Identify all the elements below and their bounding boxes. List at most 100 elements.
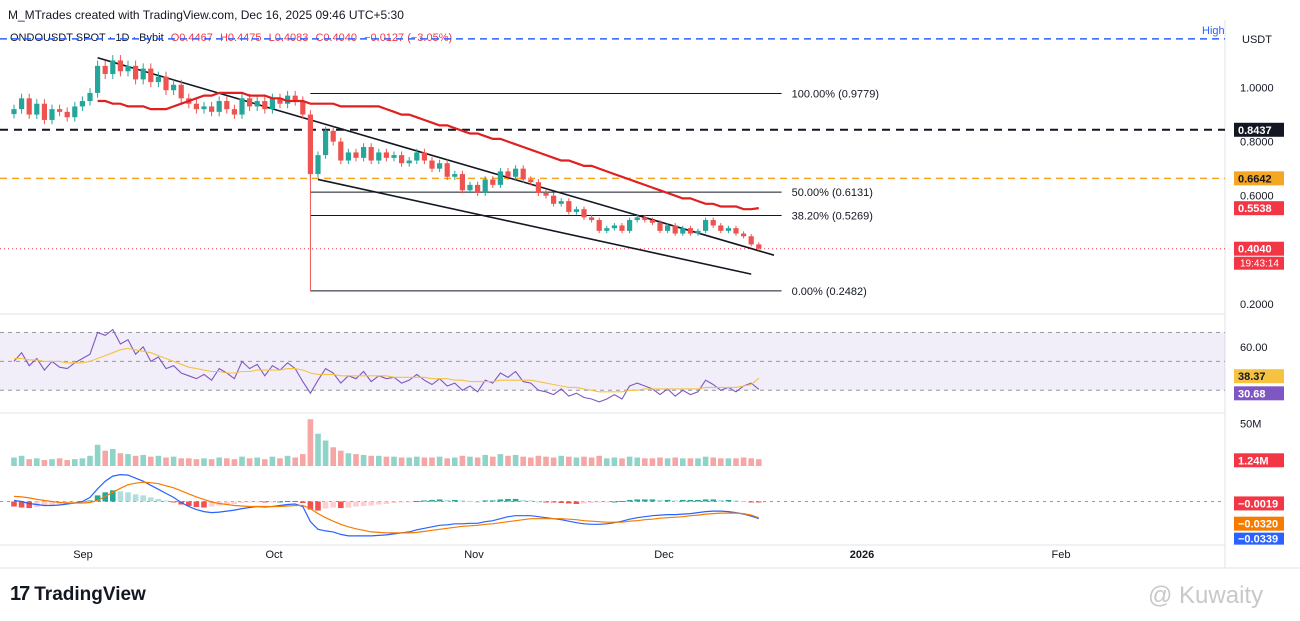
volume-bar <box>725 458 732 466</box>
fib-level-label: 100.00% (0.9779) <box>792 88 879 100</box>
macd-histogram-bar <box>497 499 504 502</box>
macd-histogram-bar <box>710 499 716 502</box>
tradingview-logo[interactable]: 17 TradingView <box>10 583 146 606</box>
candle-body <box>209 106 215 112</box>
volume-bar <box>41 460 48 466</box>
volume-bar <box>528 457 534 466</box>
volume-bar <box>300 454 306 466</box>
macd-histogram-bar <box>246 501 253 503</box>
candle-body <box>254 101 260 107</box>
candle-body <box>201 106 207 110</box>
macd-histogram-bar <box>262 501 268 503</box>
macd-histogram-bar <box>292 500 298 502</box>
candle-body <box>535 182 541 193</box>
macd-histogram-bar <box>619 500 625 502</box>
volume-bar <box>125 454 131 466</box>
macd-tag: −0.0339 <box>1238 534 1278 546</box>
change-value: −0.0127 (−3.05%) <box>364 32 453 44</box>
volume-bar <box>581 456 587 466</box>
macd-histogram-bar <box>132 494 139 502</box>
y-tick-label: 0.8000 <box>1240 137 1274 149</box>
macd-histogram-bar <box>482 500 488 502</box>
symbol-name[interactable]: ONDOUSDT SPOT · 1D · Bybit <box>10 32 164 44</box>
candle-body <box>566 201 572 212</box>
candle-body <box>589 217 595 221</box>
volume-bar <box>49 459 55 466</box>
price-tag-bg <box>1234 171 1284 186</box>
fib-level-label: 38.20% (0.5269) <box>792 210 873 222</box>
candle-body <box>406 160 412 164</box>
candle-body <box>34 103 40 115</box>
time-axis: Sep Oct Nov Dec 2026 Feb <box>73 549 1070 561</box>
volume-bar <box>406 457 412 466</box>
x-tick-label: Sep <box>73 549 93 561</box>
volume-bar <box>497 454 504 466</box>
volume-bar <box>558 455 564 466</box>
volume-bar <box>132 455 139 466</box>
candle-body <box>330 130 336 142</box>
volume-bar <box>520 456 526 466</box>
macd-histogram-bar <box>687 499 694 502</box>
volume-bar <box>436 456 443 466</box>
volume-bar <box>178 458 184 466</box>
macd-histogram-bar <box>695 499 701 502</box>
candle-body <box>102 65 108 74</box>
volume-bar <box>634 457 640 466</box>
candle-body <box>95 65 101 93</box>
macd-signal-tag: −0.0320 <box>1238 519 1278 531</box>
price-axis: USDT 1.0000 0.8000 0.6000 0.2000 0.8437 0.6642… <box>1234 34 1284 546</box>
candle-body <box>604 228 610 231</box>
volume-bar <box>284 455 291 466</box>
macd-panel <box>0 473 1225 537</box>
trendline-upper-channel <box>97 56 775 256</box>
candle-body <box>383 152 389 158</box>
macd-histogram-bar <box>626 499 633 502</box>
volume-bar <box>193 459 200 466</box>
volume-bar <box>467 456 473 466</box>
volume-bar <box>429 457 435 466</box>
volume-bar <box>566 456 572 466</box>
macd-histogram-bar <box>231 501 238 504</box>
candle-body <box>649 220 655 223</box>
volume-bar <box>140 454 146 466</box>
macd-histogram-bar <box>56 501 63 506</box>
macd-histogram-bar <box>41 501 48 507</box>
macd-histogram-bar <box>383 501 390 504</box>
volume-bar <box>512 454 519 466</box>
candle-body <box>193 103 199 110</box>
candle-body <box>467 184 473 191</box>
volume-bar <box>56 458 63 466</box>
macd-histogram-bar <box>186 501 192 507</box>
volume-bar <box>748 458 754 466</box>
chart-attribution: M_MTrades created with TradingView.com, … <box>8 8 404 22</box>
volume-bar <box>117 453 124 466</box>
macd-histogram-bar <box>421 500 428 502</box>
volume-bar <box>94 444 101 466</box>
currency-label: USDT <box>1242 34 1272 46</box>
volume-bar <box>611 457 618 466</box>
macd-histogram-bar <box>604 501 610 503</box>
candle-body <box>718 225 724 231</box>
price-tag-bg <box>1234 241 1284 256</box>
fib-level-label: 0.00% (0.2482) <box>792 286 867 298</box>
candle-body <box>315 155 321 175</box>
candle-body <box>513 168 519 177</box>
volume-bar <box>269 456 276 466</box>
candle-body <box>262 101 268 110</box>
macd-histogram-bar <box>444 499 450 502</box>
macd-signal-tag-bg <box>1234 516 1284 531</box>
macd-histogram-bar <box>239 501 245 503</box>
candle-body <box>642 217 648 221</box>
volume-bar <box>360 454 367 466</box>
candle-body <box>72 106 78 118</box>
candle-body <box>224 101 230 110</box>
rsi-y-tick: 60.00 <box>1240 342 1268 354</box>
candle-body <box>391 155 397 158</box>
candle-body <box>505 171 511 177</box>
candle-body <box>133 65 139 80</box>
candle-body <box>687 228 693 234</box>
volume-bar <box>543 456 549 466</box>
macd-histogram-bar <box>725 499 732 502</box>
candle-body <box>680 228 686 234</box>
